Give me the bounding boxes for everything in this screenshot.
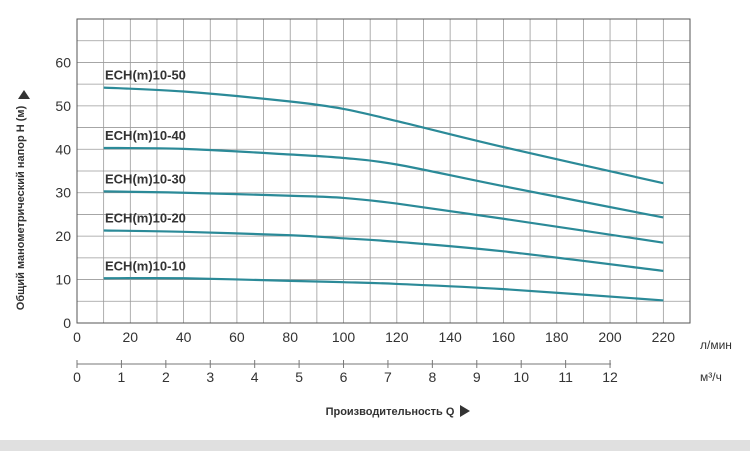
x-tick-label-secondary: 8: [428, 369, 436, 385]
x-tick-label-primary: 80: [282, 329, 298, 345]
x-tick-label-secondary: 11: [558, 369, 573, 385]
y-axis-title: Общий манометрический напор H (м): [15, 105, 27, 310]
x-tick-label-secondary: 3: [206, 369, 214, 385]
series-label: ECH(m)10-30: [105, 171, 186, 186]
x-tick-label-primary: 180: [545, 329, 569, 345]
y-axis-arrow-icon: [18, 90, 30, 99]
series-line: [103, 229, 664, 272]
x-tick-label-primary: 120: [385, 329, 409, 345]
x-tick-label-primary: 40: [176, 329, 192, 345]
x-tick-label-secondary: 9: [473, 369, 481, 385]
x-unit-primary: л/мин: [700, 338, 732, 352]
x-tick-label-secondary: 5: [295, 369, 303, 385]
x-axis-arrow-icon: [460, 405, 470, 417]
series-line: [103, 276, 664, 302]
series-label: ECH(m)10-40: [105, 128, 186, 143]
x-tick-label-primary: 60: [229, 329, 245, 345]
series-line: [103, 146, 664, 219]
x-tick-label-primary: 160: [492, 329, 516, 345]
y-tick-label: 0: [63, 315, 71, 331]
plot-frame: [76, 18, 691, 324]
x-tick-label-primary: 200: [598, 329, 622, 345]
x-tick-label-secondary: 4: [251, 369, 259, 385]
x-tick-label-primary: 0: [73, 329, 81, 345]
y-tick-label: 40: [55, 141, 71, 157]
x-tick-label-secondary: 10: [513, 369, 529, 385]
curves: [103, 86, 664, 302]
y-tick-label: 60: [55, 54, 71, 70]
y-tick-label: 30: [55, 185, 71, 201]
x-tick-label-secondary: 12: [602, 369, 618, 385]
series-line: [103, 190, 664, 244]
x-tick-label-secondary: 1: [118, 369, 126, 385]
bottom-bar: [0, 440, 750, 451]
x-tick-label-secondary: 0: [73, 369, 81, 385]
x-tick-label-primary: 20: [123, 329, 139, 345]
grid: [76, 18, 691, 324]
y-tick-label: 10: [55, 272, 71, 288]
y-tick-label: 20: [55, 228, 71, 244]
x-tick-label-primary: 140: [438, 329, 462, 345]
x-axis-ticks-secondary: 0 1 2 3 4 5 6 7 8 9 10 11 12: [73, 360, 618, 385]
x-tick-label-primary: 220: [652, 329, 676, 345]
x-axis-title: Производительность Q: [326, 406, 455, 418]
y-axis-ticks: 0 10 20 30 40 50 60: [55, 54, 71, 331]
series-label: ECH(m)10-10: [105, 258, 186, 273]
series-label: ECH(m)10-20: [105, 210, 186, 225]
x-tick-label-secondary: 7: [384, 369, 392, 385]
x-tick-label-secondary: 6: [340, 369, 348, 385]
x-tick-label-primary: 100: [332, 329, 356, 345]
x-tick-label-secondary: 2: [162, 369, 170, 385]
series-line: [103, 86, 664, 185]
x-axis-ticks-primary: 0 20 40 60 80 100 120 140 160 180 200 220: [73, 329, 675, 345]
series-labels: ECH(m)10-50 ECH(m)10-40 ECH(m)10-30 ECH(m)1…: [105, 68, 186, 274]
series-label: ECH(m)10-50: [105, 68, 186, 83]
x-unit-secondary: м³/ч: [700, 370, 722, 384]
y-tick-label: 50: [55, 98, 71, 114]
